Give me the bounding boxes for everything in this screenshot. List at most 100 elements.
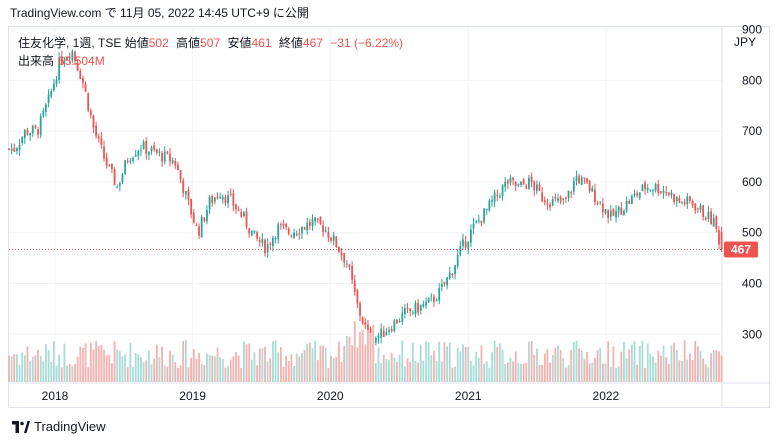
candle-body	[467, 242, 470, 250]
volume-bar	[710, 353, 712, 382]
candle-body	[646, 188, 649, 190]
candle-body	[311, 219, 314, 227]
volume-bar	[607, 341, 610, 382]
candle-body	[517, 184, 520, 186]
candle-body	[512, 177, 515, 181]
volume-bar	[345, 335, 348, 382]
volume-bar	[23, 355, 26, 382]
candle-body	[322, 225, 324, 233]
volume-bar	[211, 355, 214, 382]
candle-body	[147, 152, 150, 155]
volume-bar	[142, 362, 145, 382]
candle-body	[258, 240, 261, 243]
candle-body	[71, 51, 74, 60]
volume-value: 65.504M	[58, 54, 105, 68]
volume-bar	[504, 364, 507, 382]
volume-bar	[396, 362, 398, 382]
volume-bar	[390, 352, 393, 382]
volume-bar	[704, 364, 707, 382]
candle-body	[213, 197, 216, 202]
volume-bar	[522, 363, 525, 382]
volume-bar	[190, 357, 193, 382]
y-tick-label: 900	[742, 23, 762, 37]
volume-bar	[240, 367, 243, 382]
volume-bar	[95, 340, 97, 382]
volume-bar	[443, 342, 446, 382]
volume-bar	[351, 345, 354, 382]
candle-body	[575, 176, 578, 182]
candle-body	[229, 193, 232, 196]
volume-bar	[591, 362, 594, 382]
candle-body	[377, 335, 380, 339]
volume-bar	[675, 349, 678, 382]
volume-bar	[594, 357, 596, 382]
volume-bar	[63, 343, 66, 382]
volume-bar	[169, 350, 171, 382]
volume-bar	[206, 353, 208, 382]
volume-bar	[364, 344, 367, 382]
candle-body	[475, 220, 478, 223]
volume-bar	[599, 347, 602, 382]
candle-body	[607, 210, 610, 218]
symbol-line: 住友化学, 1週, TSE	[18, 36, 122, 50]
candle-body	[633, 193, 636, 196]
volume-bar	[16, 354, 18, 382]
candle-body	[419, 304, 422, 311]
volume-bar	[696, 346, 699, 382]
volume-bar	[245, 344, 248, 382]
candle-body	[704, 218, 707, 220]
volume-bar	[567, 364, 570, 382]
candle-body	[103, 146, 105, 159]
candle-body	[660, 191, 662, 193]
volume-bar	[166, 366, 169, 382]
candle-body	[501, 185, 504, 196]
volume-bar	[145, 360, 148, 382]
candle-body	[623, 210, 625, 215]
volume-bar	[570, 349, 573, 382]
volume-bar	[124, 354, 127, 382]
volume-bar	[177, 367, 179, 382]
candle-body	[409, 308, 412, 312]
volume-bar	[18, 364, 21, 382]
change-value: −31 (−6.22%)	[330, 36, 403, 50]
candle-body	[691, 200, 694, 206]
candle-body	[351, 266, 354, 280]
open-label: 始値	[124, 36, 149, 50]
volume-bar	[279, 346, 282, 382]
volume-bar	[235, 351, 237, 382]
candle-body	[586, 178, 588, 183]
volume-bar	[377, 347, 380, 382]
volume-bar	[546, 349, 549, 382]
candle-body	[87, 93, 90, 111]
footer-brand[interactable]: TradingView	[12, 419, 106, 434]
volume-bar	[116, 349, 119, 382]
candle-body	[689, 196, 691, 201]
volume-bar	[718, 351, 720, 382]
volume-bar	[406, 358, 409, 382]
volume-bar	[198, 353, 200, 382]
volume-bar	[274, 340, 277, 382]
candle-body	[198, 226, 200, 236]
candle-body	[612, 209, 615, 216]
candle-body	[596, 203, 599, 205]
candle-body	[66, 57, 68, 60]
candle-body	[55, 79, 58, 85]
currency-label: JPY	[734, 35, 757, 49]
volume-bar	[39, 355, 42, 382]
candle-body	[361, 317, 364, 324]
tradingview-logo-icon	[12, 420, 30, 433]
candle-body	[235, 204, 237, 210]
volume-bar	[229, 359, 232, 382]
volume-bar	[84, 343, 87, 382]
candle-body	[654, 183, 657, 191]
volume-bar	[179, 365, 182, 382]
volume-bar	[105, 355, 108, 382]
candle-body	[203, 217, 206, 221]
volume-bar	[422, 360, 425, 382]
y-tick-label: 800	[742, 73, 762, 87]
candle-body	[617, 206, 620, 213]
volume-bar	[261, 348, 264, 382]
candle-body	[557, 198, 559, 201]
volume-bar	[8, 355, 10, 382]
candle-body	[227, 195, 229, 204]
